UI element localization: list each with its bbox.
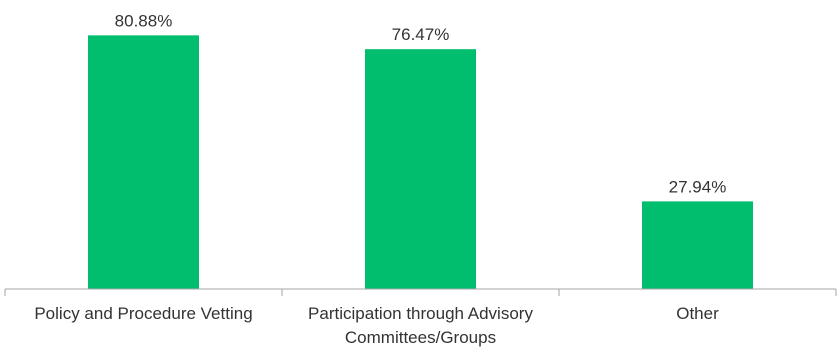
bar [88, 35, 199, 289]
x-axis [4, 288, 837, 296]
x-tick-label-line: Committees/Groups [345, 328, 496, 347]
data-label: 76.47% [392, 25, 450, 44]
x-tick-label-line: Participation through Advisory [308, 304, 533, 323]
data-label: 27.94% [669, 177, 727, 196]
data-label: 80.88% [115, 11, 173, 30]
x-tick-label: Policy and Procedure Vetting [34, 304, 252, 323]
data-labels-group: 80.88% 76.47% 27.94% [115, 11, 727, 196]
x-tick-label: Participation through Advisory Committees… [308, 304, 533, 347]
x-tick-label-line: Other [676, 304, 719, 323]
bar [365, 49, 476, 289]
x-tick-label: Other [676, 304, 719, 323]
tick-labels-group: Policy and Procedure Vetting Participatio… [34, 304, 719, 347]
bar [642, 201, 753, 289]
bars-group [88, 35, 753, 289]
x-tick-label-line: Policy and Procedure Vetting [34, 304, 252, 323]
